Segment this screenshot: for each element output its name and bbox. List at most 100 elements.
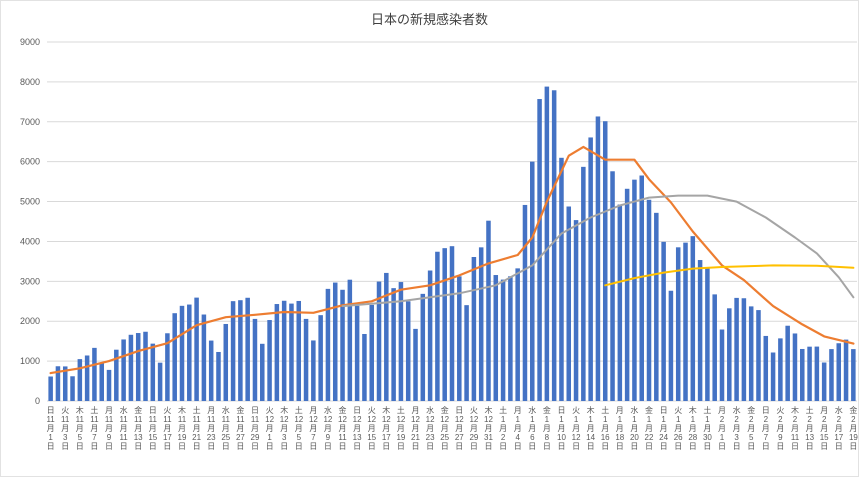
bar: [814, 346, 820, 401]
bar: [420, 293, 426, 401]
bar: [595, 116, 601, 401]
bar: [201, 314, 207, 401]
bar: [551, 90, 557, 402]
x-tick-label: 木 1 月 28 日: [688, 406, 698, 451]
x-tick-label: 木 11 月 19 日: [177, 406, 187, 451]
x-tick-label: 水 1 月 20 日: [629, 406, 639, 451]
bar: [398, 282, 404, 401]
bar: [99, 362, 104, 401]
bar: [106, 369, 112, 401]
chart-title: 日本の新規感染者数: [370, 12, 488, 27]
y-tick-label: 8000: [20, 77, 40, 87]
x-tick-label: 木 12 月 31 日: [484, 406, 493, 451]
bar: [602, 121, 608, 401]
bar: [449, 246, 455, 401]
bar: [230, 301, 236, 401]
x-tick-label: 金 12 月 11 日: [338, 406, 347, 451]
yellow-trend-line: [604, 264, 855, 287]
bar: [486, 220, 491, 401]
bar: [683, 242, 688, 401]
x-tick-label: 火 1 月 12 日: [571, 406, 581, 451]
x-tick-label: 日 11 月 1 日: [46, 406, 55, 451]
bar: [778, 338, 783, 401]
bar: [121, 339, 126, 401]
x-tick-label: 火 1 月 26 日: [673, 406, 683, 451]
bar: [727, 308, 732, 401]
bar: [92, 347, 97, 401]
bar: [508, 276, 513, 401]
bar: [289, 303, 294, 401]
bar: [413, 328, 418, 401]
bar: [478, 247, 484, 401]
x-tick-label: 金 1 月 22 日: [644, 406, 654, 451]
bar: [223, 323, 229, 401]
bar: [77, 359, 83, 401]
bar: [792, 333, 798, 401]
y-tick-label: 6000: [20, 157, 40, 167]
bar: [756, 310, 761, 401]
x-tick-label: 水 11 月 11 日: [119, 406, 128, 451]
bar: [493, 275, 499, 401]
bar: [187, 304, 192, 401]
bar: [464, 305, 469, 401]
bar: [632, 179, 637, 401]
bar: [741, 298, 747, 401]
bar: [836, 343, 842, 401]
bar: [668, 290, 674, 401]
x-tick-label: 月 12 月 21 日: [411, 406, 420, 451]
bar: [770, 352, 776, 401]
bar: [588, 137, 593, 401]
bar: [143, 331, 148, 401]
x-tick-label: 火 12 月 29 日: [469, 406, 479, 451]
x-tick-label: 日 11 月 15 日: [148, 406, 158, 451]
bar: [573, 220, 579, 401]
bar: [544, 86, 550, 401]
x-tick-label: 木 11 月 5 日: [75, 406, 84, 451]
bar: [712, 294, 717, 401]
x-tick-label: 日 12 月 27 日: [454, 406, 464, 451]
bar: [84, 355, 90, 401]
bar: [500, 279, 506, 401]
bar: [70, 376, 75, 401]
y-tick-label: 7000: [20, 117, 40, 127]
bar: [843, 339, 849, 401]
bar: [172, 313, 177, 401]
bar: [807, 346, 812, 401]
bar: [617, 204, 623, 401]
y-tick-label: 1000: [20, 356, 40, 366]
bar: [252, 318, 258, 401]
bar: [354, 305, 360, 401]
bar: [763, 335, 769, 401]
y-tick-label: 3000: [20, 276, 40, 286]
x-tick-label: 土 1 月 16 日: [600, 406, 610, 451]
bar: [340, 289, 345, 401]
bar: [216, 351, 221, 401]
bar: [369, 304, 374, 401]
x-tick-label: 金 12 月 25 日: [440, 406, 450, 451]
bar: [150, 343, 156, 401]
x-tick-label: 月 11 月 23 日: [206, 406, 216, 451]
x-tick-label: 日 11 月 29 日: [250, 406, 260, 451]
bar: [610, 171, 615, 401]
bar: [281, 300, 287, 401]
x-tick-label: 土 11 月 21 日: [192, 406, 202, 451]
bar: [128, 334, 134, 401]
bar: [719, 329, 725, 401]
x-tick-label: 木 2 月 11 日: [790, 406, 800, 451]
bar: [661, 241, 666, 401]
bar: [471, 257, 477, 401]
x-tick-label: 土 1 月 30 日: [702, 406, 712, 451]
bar: [457, 276, 462, 401]
y-tick-label: 5000: [20, 197, 40, 207]
bar: [581, 166, 586, 401]
orange-trend-line: [49, 145, 855, 375]
bar: [829, 349, 834, 401]
